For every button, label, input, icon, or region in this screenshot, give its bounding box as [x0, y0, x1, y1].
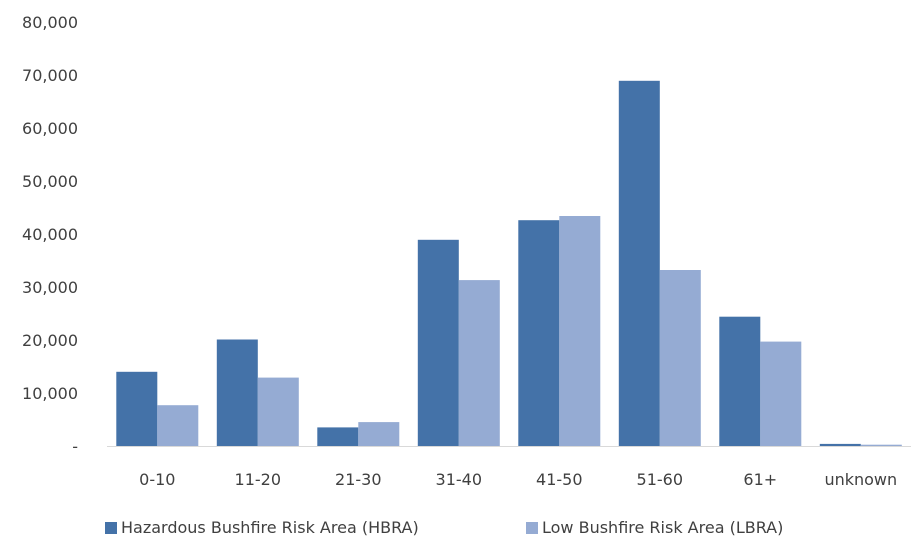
bar-lbra-31-40	[458, 280, 500, 446]
y-tick-label: -	[72, 437, 78, 456]
legend-swatch-hbra	[105, 522, 117, 534]
bar-lbra-0-10	[157, 405, 199, 446]
y-tick-label: 60,000	[22, 119, 78, 138]
bar-lbra-unknown	[860, 444, 902, 446]
y-axis-ticks: - 10,000 20,000 30,000 40,000 50,000 60,000 70,…	[22, 13, 78, 456]
x-tick-label: 31-40	[436, 470, 483, 489]
bar-lbra-41-50	[559, 216, 601, 446]
legend-label-lbra: Low Bushfire Risk Area (LBRA)	[542, 518, 783, 537]
bar-lbra-21-30	[358, 422, 400, 446]
bar-hbra-11-20	[216, 339, 258, 446]
x-tick-label: 41-50	[536, 470, 583, 489]
x-tick-label: 51-60	[637, 470, 684, 489]
legend-label-hbra: Hazardous Bushfire Risk Area (HBRA)	[121, 518, 419, 537]
bar-hbra-unknown	[819, 443, 861, 446]
bar-lbra-51-60	[659, 270, 701, 446]
legend: Hazardous Bushfire Risk Area (HBRA) Low B…	[105, 518, 783, 537]
y-tick-label: 30,000	[22, 278, 78, 297]
bar-hbra-21-30	[317, 427, 359, 446]
x-tick-label: 0-10	[139, 470, 175, 489]
bars	[116, 80, 902, 447]
legend-swatch-lbra	[526, 522, 538, 534]
x-axis-ticks: 0-10 11-20 21-30 31-40 41-50 51-60 61+ unknown	[139, 470, 897, 489]
y-tick-label: 50,000	[22, 172, 78, 191]
bar-hbra-0-10	[116, 371, 158, 446]
bar-hbra-31-40	[417, 239, 459, 446]
y-tick-label: 80,000	[22, 13, 78, 32]
y-tick-label: 20,000	[22, 331, 78, 350]
y-tick-label: 40,000	[22, 225, 78, 244]
y-tick-label: 70,000	[22, 66, 78, 85]
x-tick-label: unknown	[824, 470, 897, 489]
y-tick-label: 10,000	[22, 384, 78, 403]
x-tick-label: 11-20	[235, 470, 282, 489]
x-tick-label: 61+	[743, 470, 777, 489]
bar-hbra-51-60	[618, 80, 660, 447]
bar-hbra-61+	[719, 316, 761, 446]
x-tick-label: 21-30	[335, 470, 382, 489]
bar-hbra-41-50	[518, 220, 560, 446]
bar-lbra-61+	[760, 341, 802, 446]
bar-lbra-11-20	[257, 377, 299, 446]
